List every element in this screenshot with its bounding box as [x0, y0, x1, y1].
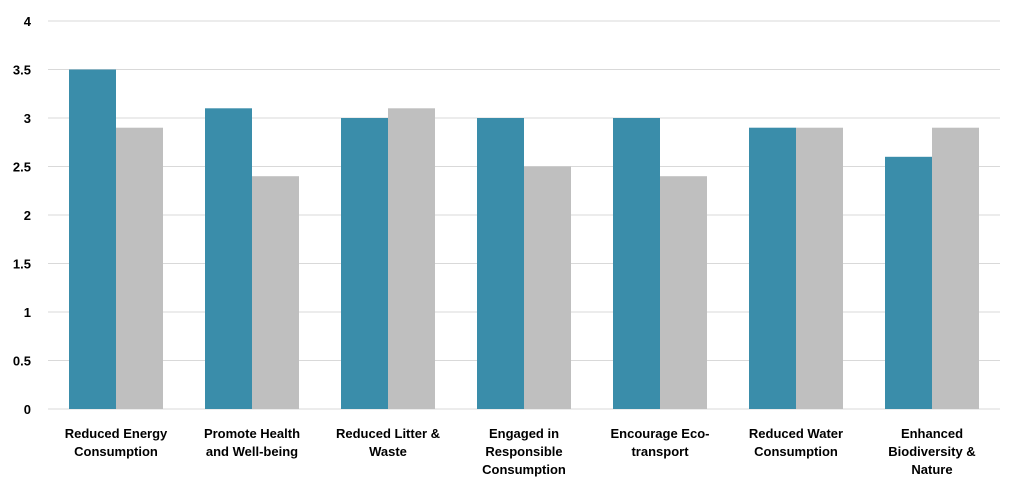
bar-series-1 — [749, 127, 796, 409]
y-tick-label: 3 — [24, 111, 31, 126]
bar-series-2 — [660, 176, 707, 409]
bars — [69, 69, 979, 410]
x-category-label-line: Enhanced — [901, 426, 963, 441]
x-category-label-line: Nature — [911, 462, 952, 477]
x-category-label-line: Reduced Litter & — [336, 426, 440, 441]
y-tick-label: 0 — [24, 402, 31, 417]
x-category-label: Reduced Energy Consumption — [65, 426, 168, 459]
x-category-label: Reduced Water Consumption — [749, 426, 843, 459]
x-category-label: Promote Health and Well-being — [204, 426, 300, 459]
y-tick-label: 1.5 — [13, 257, 31, 272]
bar-series-1 — [341, 118, 388, 409]
x-category-label: Reduced Litter & Waste — [336, 426, 440, 459]
x-axis-labels: Reduced Energy Consumption Promote Health a… — [65, 426, 976, 477]
x-category-label: Engaged in Responsible Consumption — [482, 426, 566, 477]
y-tick-label: 1 — [24, 305, 31, 320]
x-category-label-line: Promote Health — [204, 426, 300, 441]
x-category-label-line: transport — [631, 444, 689, 459]
x-category-label: Encourage Eco-transport — [611, 426, 710, 459]
x-category-label: Enhanced Biodiversity & Nature — [888, 426, 975, 477]
bar-series-2 — [388, 108, 435, 410]
y-axis-ticks: 0 0.5 1 1.5 2 2.5 3 3.5 4 — [13, 14, 32, 417]
bar-series-2 — [116, 127, 163, 409]
x-category-label-line: Encourage Eco- — [611, 426, 710, 441]
x-category-label-line: Reduced Water — [749, 426, 843, 441]
x-category-label-line: Biodiversity & — [888, 444, 975, 459]
y-tick-label: 2 — [24, 208, 31, 223]
x-category-label-line: Reduced Energy — [65, 426, 168, 441]
y-tick-label: 4 — [24, 14, 32, 29]
bar-series-1 — [69, 69, 116, 409]
x-category-label-line: Consumption — [482, 462, 566, 477]
bar-series-2 — [796, 127, 843, 409]
bar-series-1 — [477, 118, 524, 409]
bar-series-1 — [205, 108, 252, 410]
y-tick-label: 0.5 — [13, 354, 31, 369]
x-category-label-line: and Well-being — [206, 444, 298, 459]
bar-series-2 — [252, 176, 299, 409]
y-tick-label: 2.5 — [13, 160, 31, 175]
bar-series-1 — [885, 156, 932, 409]
x-category-label-line: Responsible — [485, 444, 562, 459]
x-category-label-line: Consumption — [74, 444, 158, 459]
bar-series-1 — [613, 118, 660, 409]
x-category-label-line: Consumption — [754, 444, 838, 459]
y-tick-label: 3.5 — [13, 63, 31, 78]
bar-series-2 — [932, 127, 979, 409]
bar-series-2 — [524, 166, 571, 409]
x-category-label-line: Waste — [369, 444, 407, 459]
x-category-label-line: Engaged in — [489, 426, 559, 441]
